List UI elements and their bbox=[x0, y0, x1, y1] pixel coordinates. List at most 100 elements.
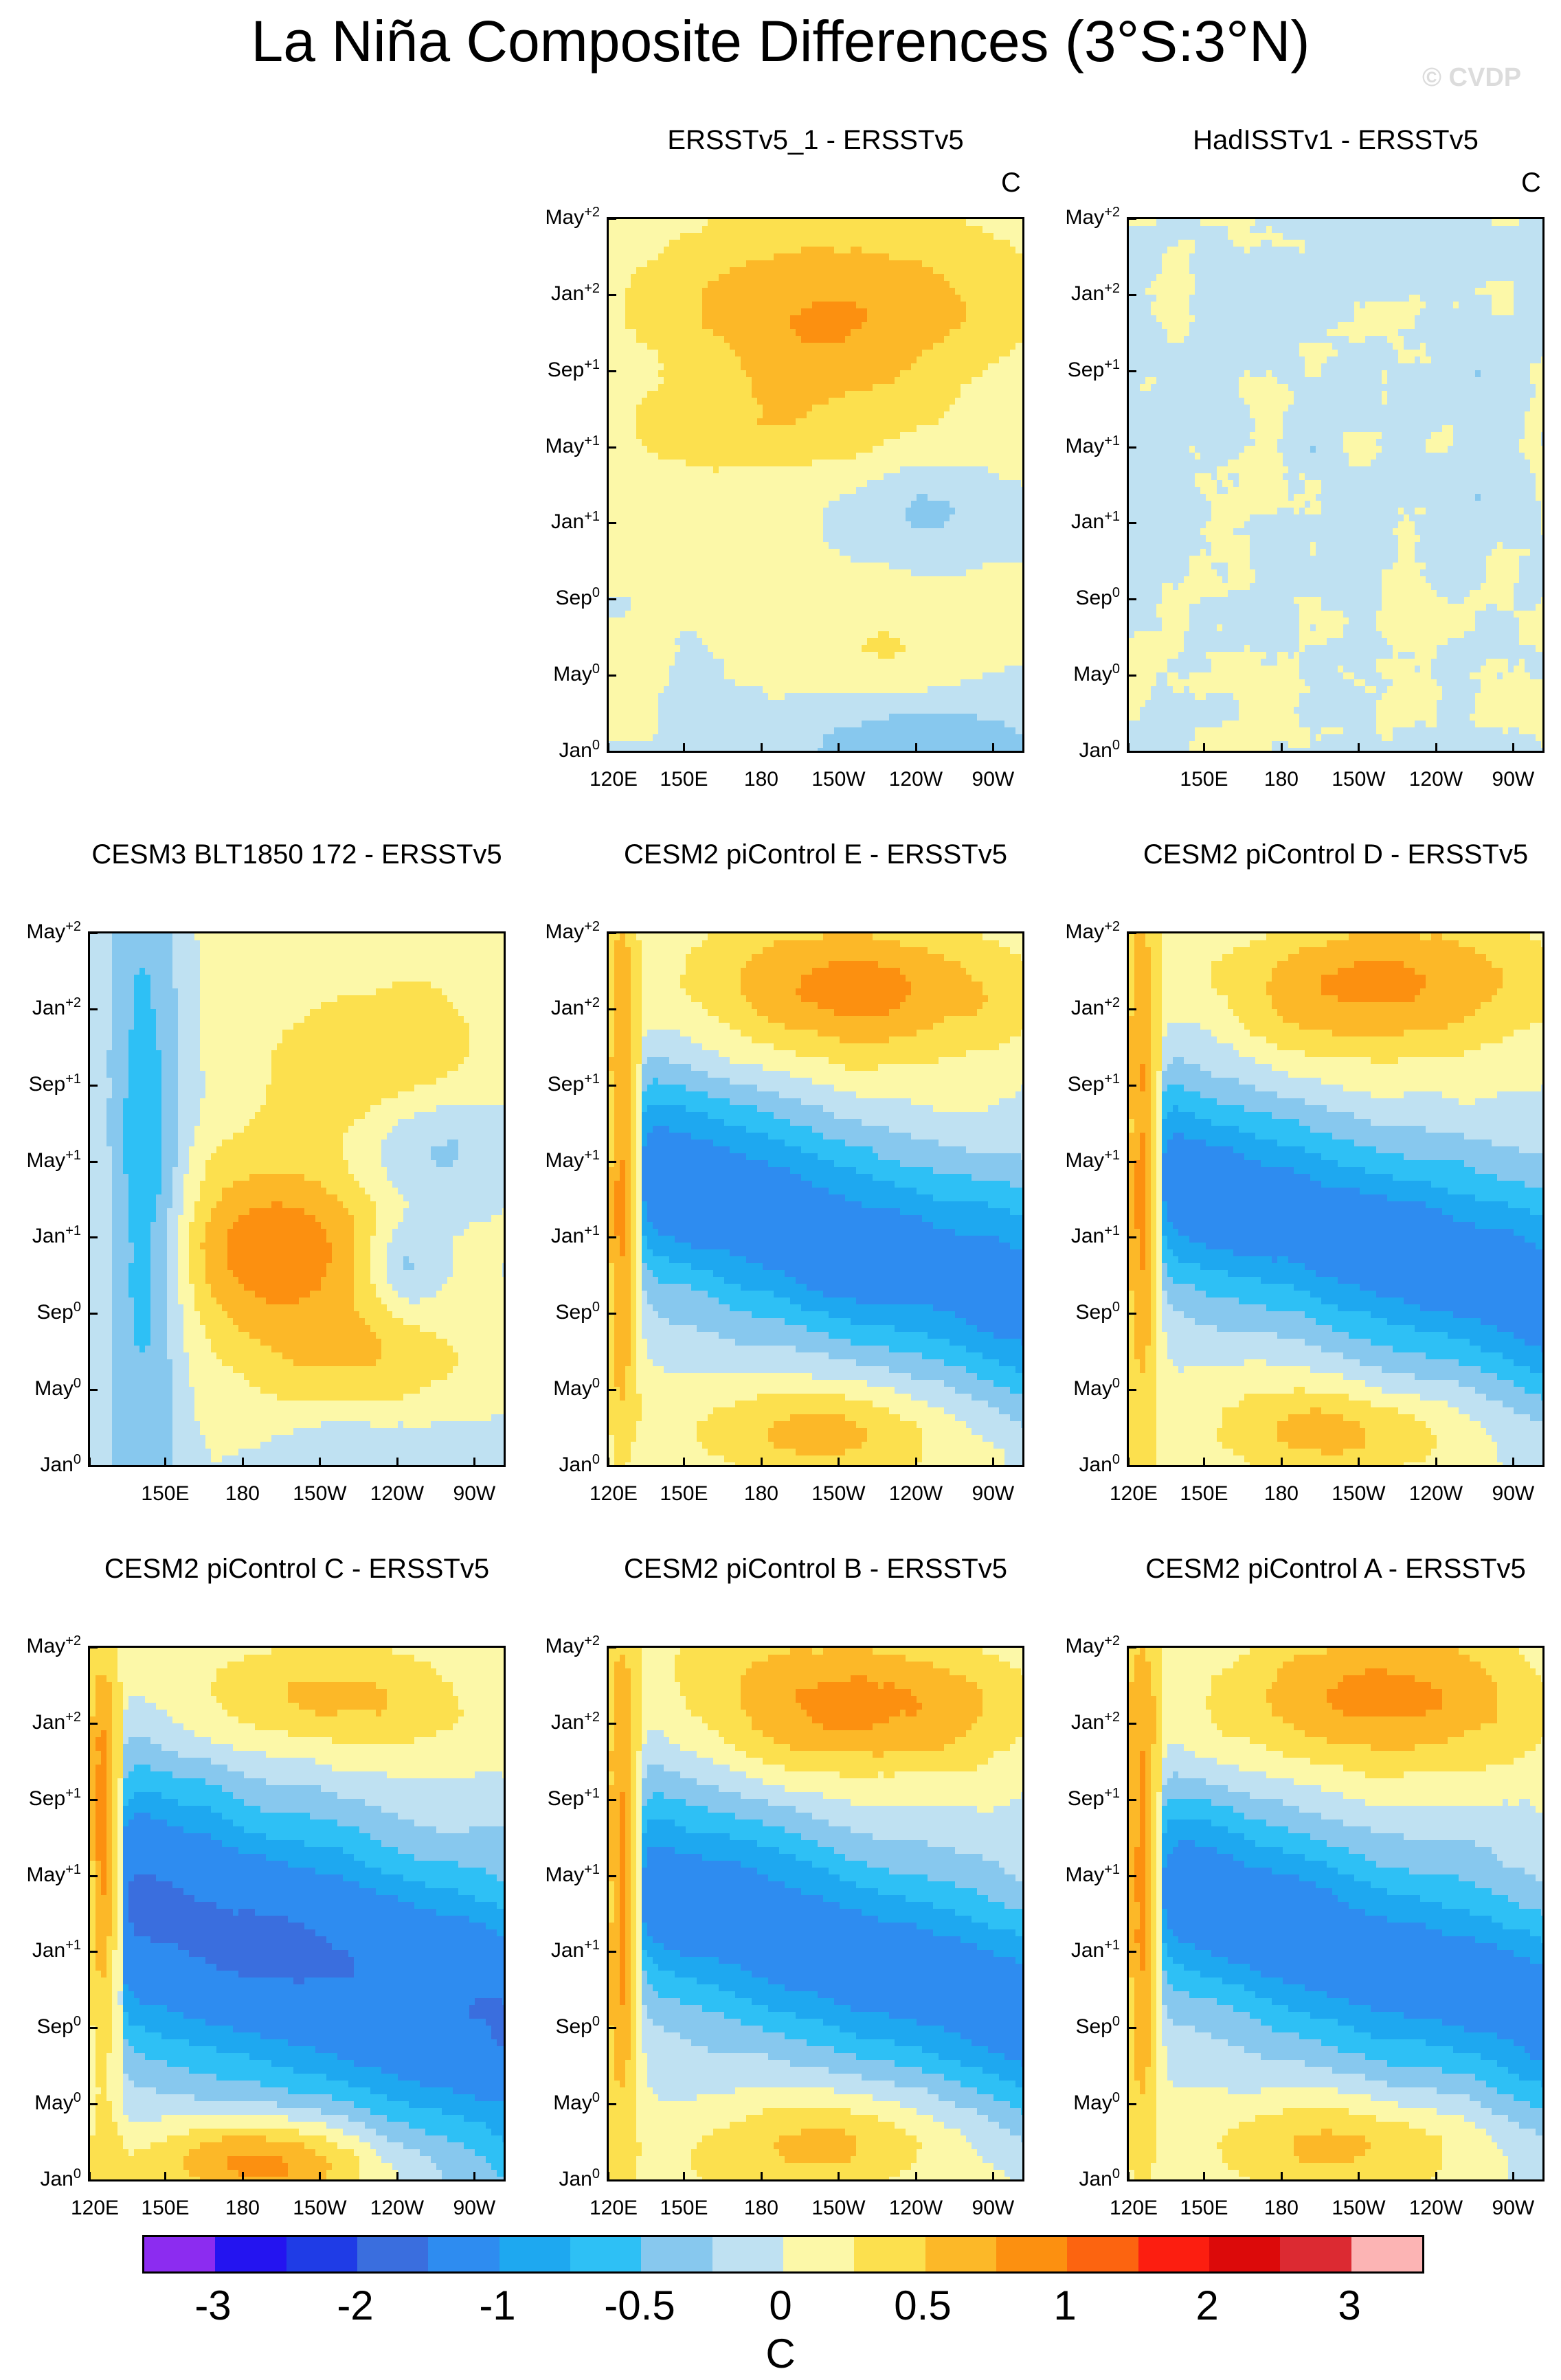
heatmap-cell bbox=[889, 576, 895, 584]
heatmap-cell bbox=[829, 425, 835, 433]
heatmap-cell bbox=[774, 343, 780, 350]
heatmap-cell bbox=[823, 398, 829, 405]
heatmap-cell bbox=[752, 666, 758, 673]
heatmap-cell bbox=[801, 240, 807, 247]
heatmap-cell bbox=[862, 652, 868, 659]
heatmap-cell bbox=[917, 302, 923, 309]
heatmap-cell bbox=[609, 494, 615, 501]
heatmap-cell bbox=[636, 590, 642, 598]
heatmap-cell bbox=[779, 267, 785, 275]
heatmap-cell bbox=[999, 370, 1005, 378]
heatmap-cell bbox=[642, 377, 648, 385]
heatmap-cell bbox=[851, 563, 857, 570]
heatmap-cell bbox=[785, 453, 791, 460]
heatmap-cell bbox=[807, 569, 813, 577]
heatmap-cell bbox=[768, 260, 774, 268]
heatmap-cell bbox=[917, 466, 923, 474]
heatmap-cell bbox=[702, 494, 708, 501]
heatmap-cell bbox=[900, 487, 906, 495]
heatmap-cell bbox=[647, 260, 653, 268]
heatmap-cell bbox=[884, 446, 890, 453]
heatmap-cell bbox=[724, 508, 730, 515]
heatmap-cell bbox=[636, 473, 642, 481]
heatmap-cell bbox=[834, 590, 840, 598]
heatmap-cell bbox=[713, 240, 719, 247]
heatmap-cell bbox=[895, 377, 901, 385]
heatmap-cell bbox=[642, 253, 648, 261]
heatmap-cell bbox=[1021, 576, 1022, 584]
heatmap-cell bbox=[955, 405, 961, 412]
heatmap-cell bbox=[1021, 226, 1022, 234]
heatmap-cell bbox=[928, 514, 934, 522]
heatmap-cell bbox=[801, 405, 807, 412]
heatmap-cell bbox=[713, 460, 719, 467]
heatmap-cell bbox=[856, 267, 862, 275]
heatmap-cell bbox=[1004, 563, 1011, 570]
heatmap-cell bbox=[988, 363, 994, 371]
heatmap-cell bbox=[977, 460, 983, 467]
heatmap-cell bbox=[680, 508, 686, 515]
heatmap-cell bbox=[768, 638, 774, 646]
heatmap-cell bbox=[988, 425, 994, 433]
heatmap-cell bbox=[774, 535, 780, 543]
heatmap-cell bbox=[675, 405, 681, 412]
heatmap-cell bbox=[642, 356, 648, 364]
heatmap-cell bbox=[993, 604, 1000, 611]
heatmap-cell bbox=[933, 590, 939, 598]
heatmap-cell bbox=[642, 384, 648, 392]
heatmap-cell bbox=[785, 425, 791, 433]
heatmap-cell bbox=[834, 576, 840, 584]
heatmap-cell bbox=[911, 398, 917, 405]
heatmap-cell bbox=[614, 542, 620, 549]
heatmap-cell bbox=[818, 253, 824, 261]
heatmap-cell bbox=[900, 350, 906, 357]
heatmap-cell bbox=[878, 569, 884, 577]
heatmap-cell bbox=[873, 315, 879, 323]
heatmap-cell bbox=[785, 556, 791, 563]
heatmap-cell bbox=[768, 370, 774, 378]
heatmap-cell bbox=[713, 274, 719, 282]
heatmap-cell bbox=[889, 322, 895, 330]
heatmap-cell bbox=[950, 597, 956, 604]
heatmap-cell bbox=[1015, 528, 1022, 536]
heatmap-cell bbox=[752, 384, 758, 392]
heatmap-cell bbox=[840, 597, 846, 604]
heatmap-cell bbox=[906, 556, 912, 563]
heatmap-cell bbox=[620, 617, 626, 625]
heatmap-cell bbox=[785, 233, 791, 240]
heatmap-cell bbox=[669, 542, 675, 549]
heatmap-cell bbox=[933, 473, 939, 481]
heatmap-cell bbox=[807, 460, 813, 467]
heatmap-cell bbox=[669, 563, 675, 570]
heatmap-cell bbox=[856, 569, 862, 577]
heatmap-cell bbox=[609, 425, 615, 433]
heatmap-cell bbox=[944, 370, 950, 378]
heatmap-cell bbox=[878, 556, 884, 563]
heatmap-cell bbox=[675, 583, 681, 591]
heatmap-cell bbox=[966, 480, 972, 488]
heatmap-cell bbox=[862, 398, 868, 405]
heatmap-cell bbox=[779, 308, 785, 316]
heatmap-cell bbox=[691, 446, 697, 453]
heatmap-cell bbox=[774, 377, 780, 385]
heatmap-cell bbox=[741, 350, 747, 357]
heatmap-cell bbox=[851, 501, 857, 508]
heatmap-cell bbox=[834, 611, 840, 618]
heatmap-cell bbox=[922, 453, 928, 460]
heatmap-cell bbox=[1004, 260, 1011, 268]
heatmap-cell bbox=[944, 528, 950, 536]
heatmap-cell bbox=[680, 652, 686, 659]
heatmap-cell bbox=[993, 322, 1000, 330]
heatmap-cell bbox=[642, 453, 648, 460]
heatmap-cell bbox=[939, 336, 945, 343]
heatmap-cell bbox=[1004, 425, 1011, 433]
heatmap-cell bbox=[845, 281, 851, 288]
heatmap-cell bbox=[922, 418, 928, 426]
heatmap-cell bbox=[950, 247, 956, 254]
heatmap-cell bbox=[763, 336, 769, 343]
heatmap-cell bbox=[746, 329, 752, 337]
heatmap-cell bbox=[807, 645, 813, 653]
heatmap-cell bbox=[867, 260, 873, 268]
heatmap-cell bbox=[631, 514, 637, 522]
heatmap-cell bbox=[911, 343, 917, 350]
